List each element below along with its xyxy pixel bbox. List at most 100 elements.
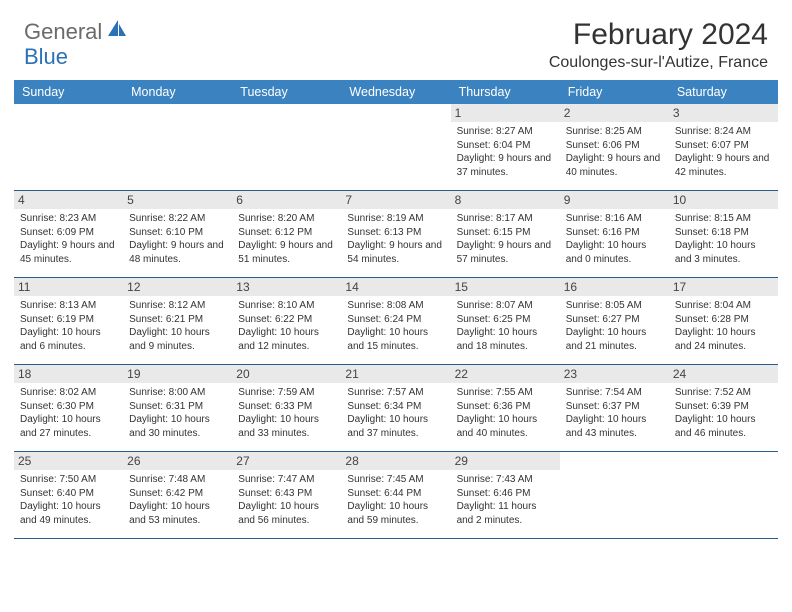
day-header: Tuesday [232,80,341,104]
day-number: 23 [560,365,669,383]
day-number: 24 [669,365,778,383]
day-info: Sunrise: 7:45 AMSunset: 6:44 PMDaylight:… [347,473,444,527]
calendar-cell: 19Sunrise: 8:00 AMSunset: 6:31 PMDayligh… [123,365,232,451]
calendar-cell: 15 Sunrise: 8:07 AMSunset: 6:25 PMDayligh… [451,278,560,364]
day-info: Sunrise: 8:19 AMSunset: 6:13 PMDaylight:… [347,212,444,266]
calendar-cell [232,104,341,190]
calendar-cell: 13 Sunrise: 8:10 AMSunset: 6:22 PMDayligh… [232,278,341,364]
day-number: 18 [14,365,123,383]
header: General February 2024 Coulonges-sur-l'Au… [0,0,792,80]
calendar-cell: 7 Sunrise: 8:19 AMSunset: 6:13 PMDaylight… [341,191,450,277]
day-number: 8 [451,191,560,209]
day-number: 17 [669,278,778,296]
day-info: Sunrise: 7:57 AMSunset: 6:34 PMDaylight:… [347,386,444,440]
day-number: 2 [560,104,669,122]
calendar-cell: 18 Sunrise: 8:02 AMSunset: 6:30 PMDayligh… [14,365,123,451]
calendar-cell [341,104,450,190]
day-info: Sunrise: 8:17 AMSunset: 6:15 PMDaylight:… [457,212,554,266]
day-info: Sunrise: 8:22 AMSunset: 6:10 PMDaylight:… [129,212,226,266]
day-info: Sunrise: 7:48 AMSunset: 6:42 PMDaylight:… [129,473,226,527]
calendar-cell: 10 Sunrise: 8:15 AMSunset: 6:18 PMDayligh… [669,191,778,277]
day-info: Sunrise: 8:25 AMSunset: 6:06 PMDaylight:… [566,125,663,179]
logo-sail-icon [106,18,128,45]
calendar-cell: 2 Sunrise: 8:25 AMSunset: 6:06 PMDaylight… [560,104,669,190]
day-info: Sunrise: 8:05 AMSunset: 6:27 PMDaylight:… [566,299,663,353]
calendar-cell: 25Sunrise: 7:50 AMSunset: 6:40 PMDayligh… [14,452,123,538]
day-number: 29 [451,452,560,470]
day-info: Sunrise: 8:04 AMSunset: 6:28 PMDaylight:… [675,299,772,353]
day-info: Sunrise: 8:20 AMSunset: 6:12 PMDaylight:… [238,212,335,266]
calendar-cell [669,452,778,538]
day-number: 16 [560,278,669,296]
day-number: 12 [123,278,232,296]
day-info: Sunrise: 8:12 AMSunset: 6:21 PMDaylight:… [129,299,226,353]
day-info: Sunrise: 7:59 AMSunset: 6:33 PMDaylight:… [238,386,335,440]
calendar: SundayMondayTuesdayWednesdayThursdayFrid… [0,80,792,539]
calendar-cell [560,452,669,538]
day-info: Sunrise: 8:02 AMSunset: 6:30 PMDaylight:… [20,386,117,440]
calendar-cell: 9 Sunrise: 8:16 AMSunset: 6:16 PMDaylight… [560,191,669,277]
day-number: 10 [669,191,778,209]
day-info: Sunrise: 7:43 AMSunset: 6:46 PMDaylight:… [457,473,554,527]
day-number: 22 [451,365,560,383]
calendar-cell: 21 Sunrise: 7:57 AMSunset: 6:34 PMDayligh… [341,365,450,451]
day-info: Sunrise: 8:24 AMSunset: 6:07 PMDaylight:… [675,125,772,179]
title-block: February 2024 Coulonges-sur-l'Autize, Fr… [549,18,768,72]
calendar-cell: 20 Sunrise: 7:59 AMSunset: 6:33 PMDayligh… [232,365,341,451]
day-info: Sunrise: 8:16 AMSunset: 6:16 PMDaylight:… [566,212,663,266]
day-info: Sunrise: 8:23 AMSunset: 6:09 PMDaylight:… [20,212,117,266]
day-info: Sunrise: 7:52 AMSunset: 6:39 PMDaylight:… [675,386,772,440]
calendar-cell [123,104,232,190]
day-info: Sunrise: 8:13 AMSunset: 6:19 PMDaylight:… [20,299,117,353]
calendar-cell: 5 Sunrise: 8:22 AMSunset: 6:10 PMDaylight… [123,191,232,277]
calendar-cell: 16 Sunrise: 8:05 AMSunset: 6:27 PMDayligh… [560,278,669,364]
day-header: Monday [123,80,232,104]
calendar-cell: 24 Sunrise: 7:52 AMSunset: 6:39 PMDayligh… [669,365,778,451]
day-number: 19 [123,365,232,383]
location-label: Coulonges-sur-l'Autize, France [549,54,768,72]
day-number: 4 [14,191,123,209]
day-number: 11 [14,278,123,296]
day-number: 13 [232,278,341,296]
week-row: 18 Sunrise: 8:02 AMSunset: 6:30 PMDayligh… [14,365,778,452]
day-number: 28 [341,452,450,470]
calendar-cell: 3 Sunrise: 8:24 AMSunset: 6:07 PMDaylight… [669,104,778,190]
day-number: 26 [123,452,232,470]
day-number: 21 [341,365,450,383]
day-header: Friday [560,80,669,104]
calendar-cell: 11 Sunrise: 8:13 AMSunset: 6:19 PMDayligh… [14,278,123,364]
day-headers-row: SundayMondayTuesdayWednesdayThursdayFrid… [14,80,778,104]
week-row: 11 Sunrise: 8:13 AMSunset: 6:19 PMDayligh… [14,278,778,365]
day-info: Sunrise: 8:15 AMSunset: 6:18 PMDaylight:… [675,212,772,266]
calendar-cell: 29 Sunrise: 7:43 AMSunset: 6:46 PMDayligh… [451,452,560,538]
day-number: 6 [232,191,341,209]
day-info: Sunrise: 7:55 AMSunset: 6:36 PMDaylight:… [457,386,554,440]
logo-text-blue: Blue [24,44,68,69]
day-number: 20 [232,365,341,383]
logo-text-general: General [24,19,102,45]
calendar-cell [14,104,123,190]
calendar-cell: 4 Sunrise: 8:23 AMSunset: 6:09 PMDaylight… [14,191,123,277]
day-header: Saturday [669,80,778,104]
day-number: 15 [451,278,560,296]
day-info: Sunrise: 7:50 AMSunset: 6:40 PMDaylight:… [20,473,117,527]
day-info: Sunrise: 8:07 AMSunset: 6:25 PMDaylight:… [457,299,554,353]
calendar-cell: 12 Sunrise: 8:12 AMSunset: 6:21 PMDayligh… [123,278,232,364]
day-info: Sunrise: 7:47 AMSunset: 6:43 PMDaylight:… [238,473,335,527]
day-header: Thursday [451,80,560,104]
day-number: 5 [123,191,232,209]
page-title: February 2024 [549,18,768,52]
week-row: 25Sunrise: 7:50 AMSunset: 6:40 PMDayligh… [14,452,778,539]
day-number: 14 [341,278,450,296]
calendar-cell: 28 Sunrise: 7:45 AMSunset: 6:44 PMDayligh… [341,452,450,538]
day-number: 3 [669,104,778,122]
day-number: 9 [560,191,669,209]
day-info: Sunrise: 8:08 AMSunset: 6:24 PMDaylight:… [347,299,444,353]
calendar-cell: 26 Sunrise: 7:48 AMSunset: 6:42 PMDayligh… [123,452,232,538]
day-header: Wednesday [341,80,450,104]
week-row: 1Sunrise: 8:27 AMSunset: 6:04 PMDaylight… [14,104,778,191]
day-number: 7 [341,191,450,209]
day-info: Sunrise: 8:10 AMSunset: 6:22 PMDaylight:… [238,299,335,353]
calendar-cell: 14 Sunrise: 8:08 AMSunset: 6:24 PMDayligh… [341,278,450,364]
day-header: Sunday [14,80,123,104]
